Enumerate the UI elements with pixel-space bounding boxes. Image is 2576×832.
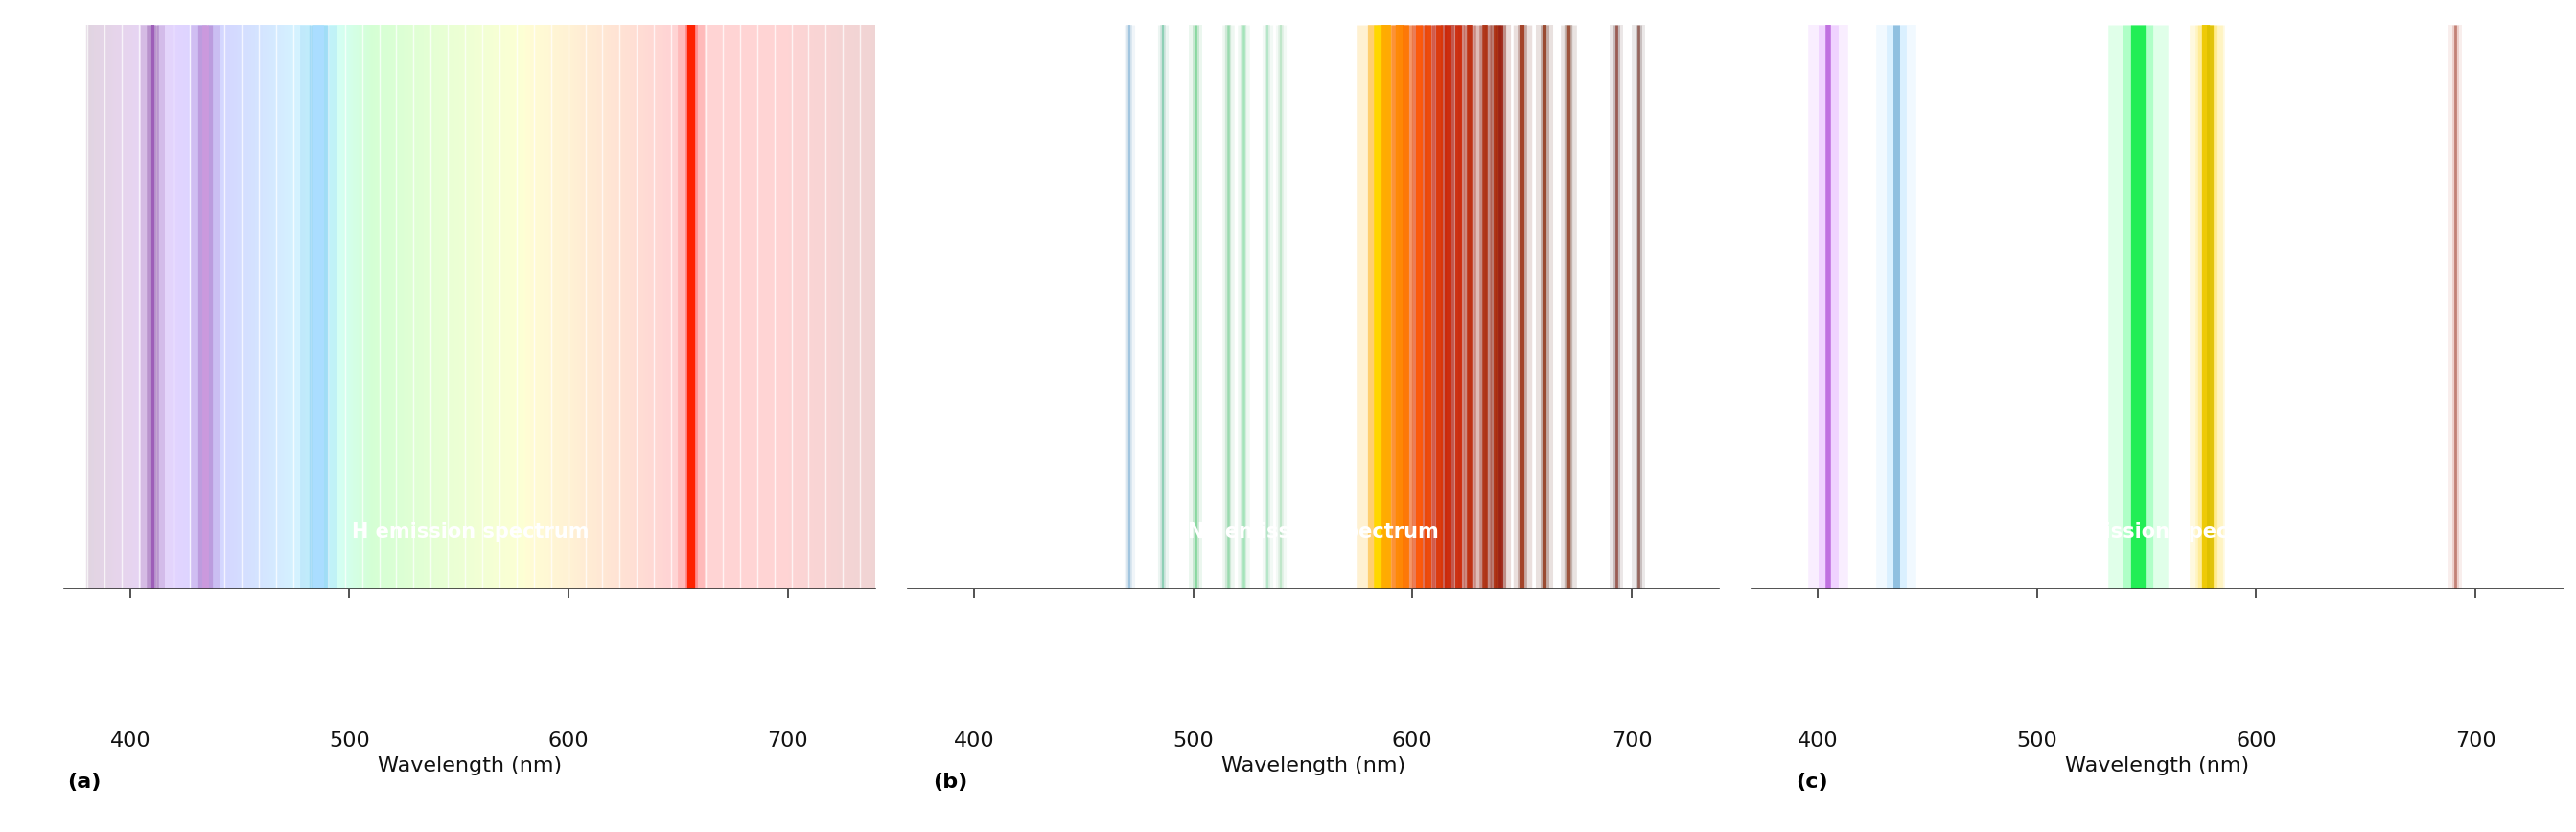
Text: Ne emission spectrum: Ne emission spectrum — [1188, 522, 1440, 542]
Text: (b): (b) — [933, 772, 966, 792]
X-axis label: Wavelength (nm): Wavelength (nm) — [1221, 756, 1406, 775]
Text: H emission spectrum: H emission spectrum — [350, 522, 590, 542]
Text: (c): (c) — [1795, 772, 1829, 792]
Text: Hg emission spectrum: Hg emission spectrum — [2032, 522, 2282, 542]
X-axis label: Wavelength (nm): Wavelength (nm) — [379, 756, 562, 775]
Text: (a): (a) — [67, 772, 100, 792]
X-axis label: Wavelength (nm): Wavelength (nm) — [2066, 756, 2249, 775]
